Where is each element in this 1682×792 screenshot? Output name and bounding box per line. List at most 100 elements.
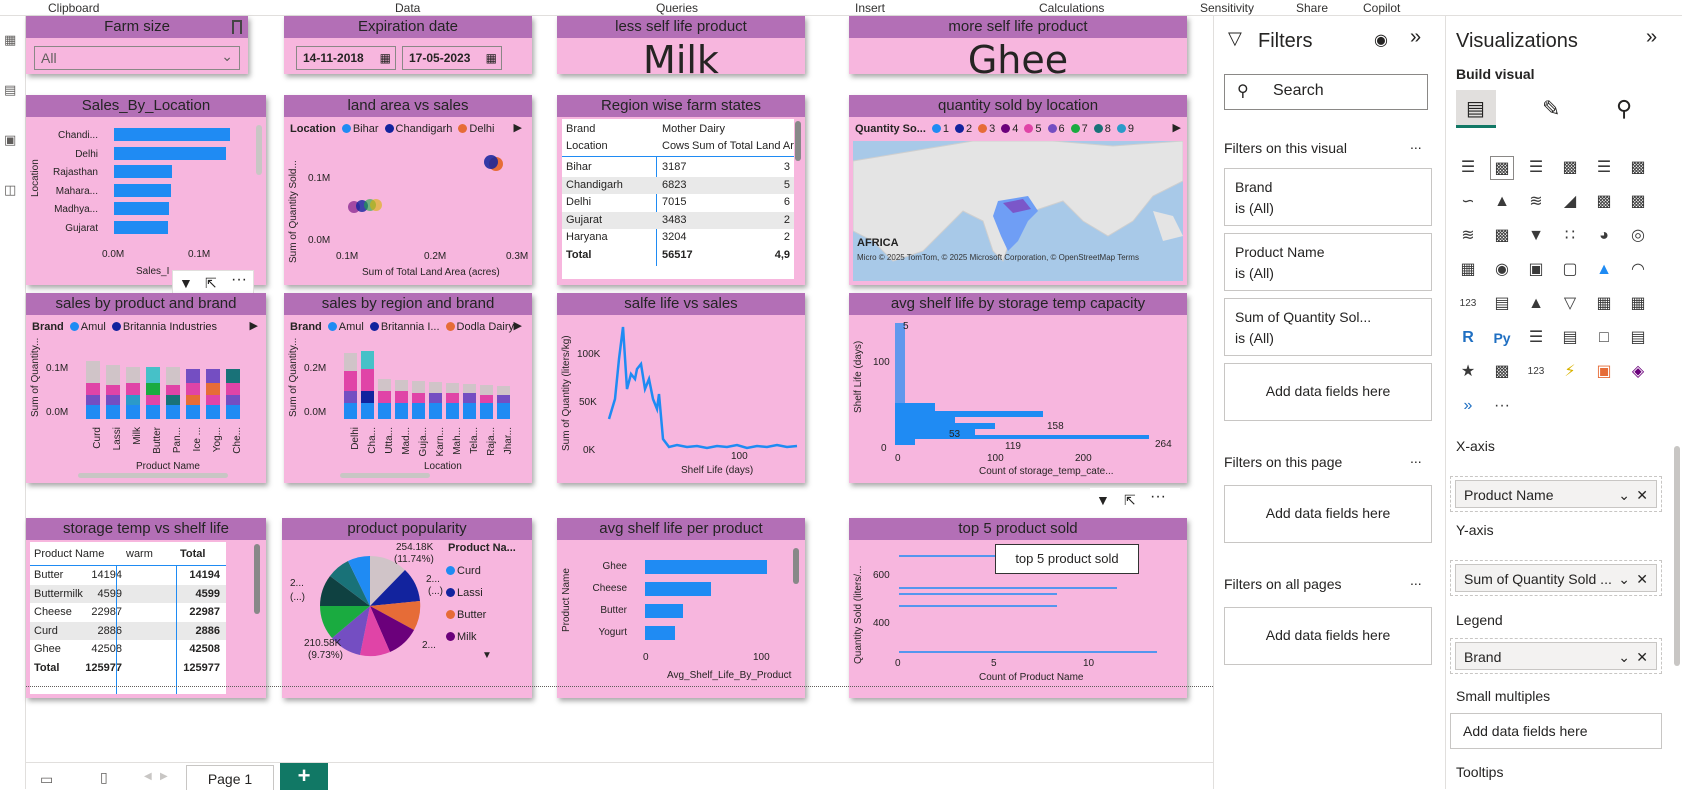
bar[interactable] [114,202,169,215]
power-automate-icon[interactable]: ⚡ [1564,363,1576,380]
more-options-icon[interactable]: ··· [1150,488,1166,505]
slicer-icon[interactable]: ▽ [1563,295,1577,312]
format-visual-icon[interactable]: ✎ [1542,96,1561,121]
bar[interactable] [645,560,767,574]
table-row[interactable]: Curd 2886 2886 [30,621,226,640]
sales-by-product-brand-chart[interactable]: sales by product and brand Brand Amul Brit… [26,293,266,483]
more-shelf-life-card[interactable]: more self life product Ghee [849,16,1187,74]
bar[interactable] [114,147,226,160]
filter-card-product-name[interactable]: Product Name is (All) [1224,233,1432,291]
python-visual-icon[interactable]: Py [1493,330,1511,346]
table-row[interactable]: Cheese 22987 22987 [34,606,220,618]
model-view-icon[interactable]: ▣ [4,132,17,147]
legend-item[interactable]: Britannia I... [380,321,440,333]
100-column-icon[interactable]: ▩ [1630,159,1646,176]
line-chart-icon[interactable]: ∽ [1461,193,1475,210]
eye-icon[interactable]: ◉ [1374,32,1388,49]
sales-by-location-chart[interactable]: Sales_By_Location Location Chandi... Delh… [26,95,266,285]
azure-map-icon[interactable]: ▲ [1596,261,1612,278]
ribbon-copilot[interactable]: Copilot [1363,1,1401,15]
bar[interactable] [645,626,675,640]
top-5-product-sold-chart[interactable]: top 5 product sold Quantity Sold (liters… [849,518,1187,698]
bar[interactable] [114,165,172,178]
small-multiples-well[interactable]: Add data fields here [1450,713,1662,749]
table-row[interactable]: Haryana 3204 2 [566,231,790,243]
add-visual-filter-field[interactable]: Add data fields here [1224,363,1432,421]
key-influencers-icon[interactable]: ☰ [1528,329,1544,346]
legend-item[interactable]: Delhi [469,123,495,135]
clustered-column-icon[interactable]: ▩ [1562,159,1578,176]
table-row[interactable]: Gujarat 3483 2 [562,211,794,229]
start-date-input[interactable]: 14-11-2018 ▦ [296,46,396,70]
table-row[interactable]: Delhi 7015 6 [566,196,790,208]
page-tab-1[interactable]: Page 1 [186,765,274,790]
matrix-table[interactable]: Brand Mother Dairy Location Cows Sum of … [562,119,794,279]
scatter-point[interactable] [370,199,382,211]
more-options-icon[interactable]: ··· [231,271,247,288]
avg-shelf-life-product-chart[interactable]: avg shelf life per product Product Name … [557,518,805,698]
filled-map-icon[interactable]: ▣ [1528,261,1544,278]
calendar-icon[interactable]: ▦ [379,51,391,65]
legend-item[interactable]: Milk [446,626,486,648]
close-icon[interactable]: ✕ [1636,487,1648,503]
ribbon-sensitivity[interactable]: Sensitivity [1200,1,1255,15]
bar[interactable] [114,221,168,234]
multi-row-card-icon[interactable]: ▤ [1494,295,1510,312]
map-area[interactable]: AFRICA Micro © 2025 TomTom, © 2025 Micro… [853,141,1183,281]
100-area-icon[interactable]: ◢ [1563,193,1577,210]
scrollbar[interactable] [1674,446,1680,666]
stacked-bar-icon[interactable]: ☰ [1460,159,1476,176]
end-date-input[interactable]: 17-05-2023 ▦ [402,46,502,70]
prev-page-icon[interactable]: ◀ [144,771,152,782]
legend-next-icon[interactable]: ▶ [249,320,258,332]
quantity-sold-map[interactable]: quantity sold by location Quantity So...… [849,95,1187,285]
storage-temp-shelf-life-table[interactable]: storage temp vs shelf life Product Name w… [26,518,266,698]
less-shelf-life-card[interactable]: less self life product Milk [557,16,805,74]
next-page-icon[interactable]: ▶ [160,771,168,782]
bar[interactable] [645,604,683,618]
matrix-table[interactable]: Product Name warm Total Butter 14194 14194 B… [30,542,226,694]
clustered-bar-icon[interactable]: ☰ [1528,159,1544,176]
stacked-column-icon[interactable]: ▩ [1490,156,1514,180]
legend-item[interactable]: Butter [446,604,486,626]
add-all-pages-filter-field[interactable]: Add data fields here [1224,607,1432,665]
stacked-area-icon[interactable]: ≋ [1529,193,1543,210]
treemap-icon[interactable]: ▦ [1460,261,1476,278]
build-visual-tab[interactable]: ▤ [1456,90,1496,128]
filter-search-input[interactable]: ⚲ Search [1224,74,1428,110]
stacked-bars[interactable] [84,353,244,423]
table-row[interactable]: Ghee 42508 42508 [34,643,220,655]
legend-well[interactable]: Brand ⌄ ✕ [1450,638,1662,674]
table-row[interactable]: Butter 14194 14194 [34,569,220,581]
scrollbar[interactable] [793,548,799,584]
filter-card-quantity[interactable]: Sum of Quantity Sol... is (All) [1224,298,1432,356]
more-options-icon[interactable]: ... [1410,450,1422,466]
r-visual-icon[interactable]: R [1462,329,1474,346]
ribbon-share[interactable]: Share [1296,1,1329,15]
more-options-icon[interactable]: ... [1410,136,1422,152]
report-view-icon[interactable]: ▦ [4,32,17,47]
card-icon[interactable]: 123 [1459,298,1477,309]
legend-item[interactable]: Britannia Industries [122,321,218,333]
line-column-icon[interactable]: ▩ [1596,193,1612,210]
legend-item[interactable]: Bihar [352,123,379,135]
farm-size-slicer[interactable]: Farm size All ⌄ [26,16,248,74]
close-icon[interactable]: ✕ [1636,571,1648,587]
decomposition-tree-icon[interactable]: ▤ [1562,329,1578,346]
legend-item[interactable]: Lassi [446,582,486,604]
ribbon-insert[interactable]: Insert [855,1,886,15]
legend-next-icon[interactable]: ▶ [1172,122,1181,134]
legend-item[interactable]: Amul [80,321,106,333]
table-row[interactable]: Chandigarh 6823 5 [562,176,794,194]
map-icon[interactable]: ◉ [1495,261,1509,278]
chevron-down-icon[interactable]: ⌄ [1618,487,1630,503]
diamond-icon[interactable]: ◈ [1631,363,1645,380]
product-popularity-pie[interactable]: product popularity 254.18K (11.74%) 210.… [282,518,532,698]
chevron-down-icon[interactable]: ⌄ [1618,649,1630,665]
filter-icon[interactable]: ▼ [1096,492,1110,508]
goals-icon[interactable]: ★ [1460,363,1476,380]
desktop-view-icon[interactable]: ▭ [40,771,54,787]
horizontal-bars[interactable] [895,319,1155,451]
ribbon-calculations[interactable]: Calculations [1039,1,1105,15]
scatter-icon[interactable]: ∷ [1564,227,1576,244]
